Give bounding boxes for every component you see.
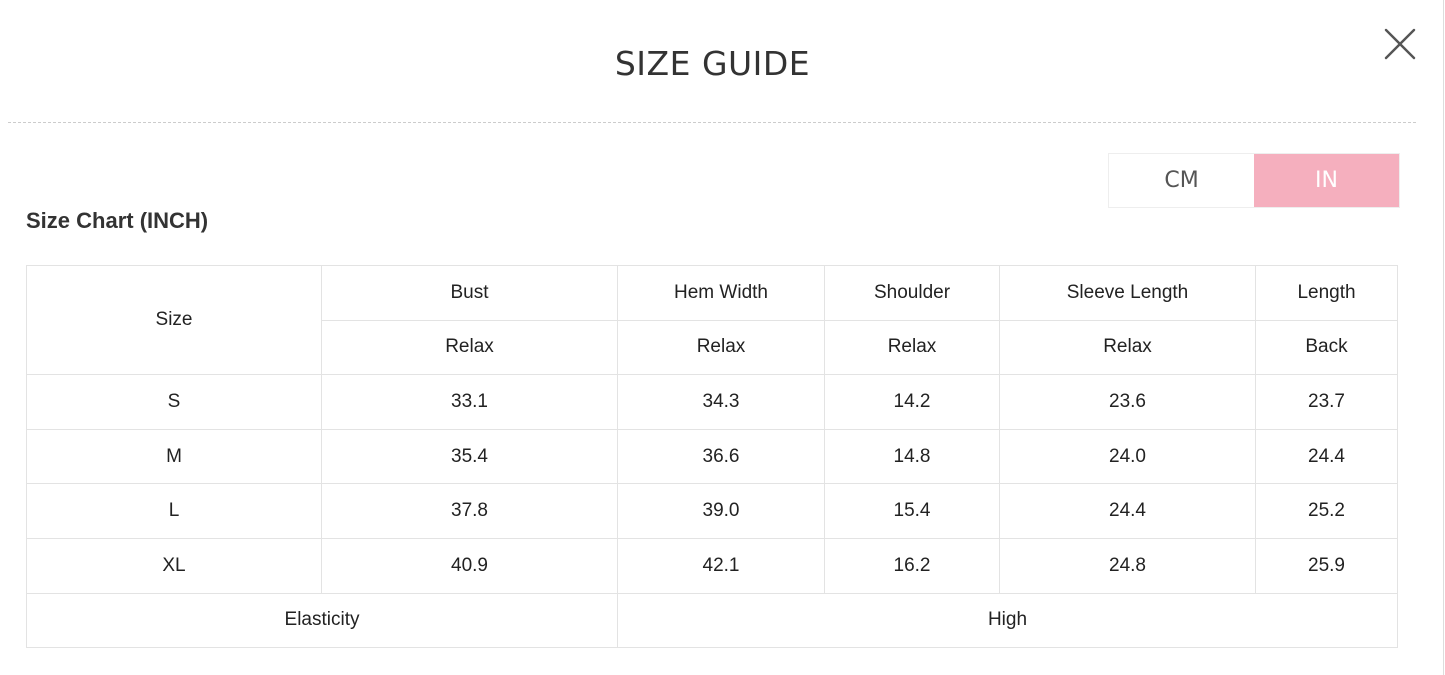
value-cell: 35.4	[321, 428, 618, 485]
column-header: Bust	[321, 265, 618, 321]
size-header: Size	[26, 264, 322, 376]
size-cell: L	[26, 483, 322, 539]
page-title: SIZE GUIDE	[614, 44, 811, 83]
value-cell: 24.8	[999, 537, 1256, 594]
elasticity-row: Elasticity High	[26, 592, 1398, 649]
panel-edge	[1443, 0, 1444, 675]
size-cell: M	[26, 428, 322, 485]
table-row: XL 40.9 42.1 16.2 24.8 25.9	[26, 537, 1398, 594]
unit-in-button[interactable]: IN	[1254, 154, 1399, 207]
value-cell: 36.6	[617, 428, 825, 485]
value-cell: 24.4	[1255, 428, 1398, 485]
column-header: Hem Width	[617, 265, 825, 321]
value-cell: 24.4	[999, 483, 1256, 539]
column-subheader: Relax	[824, 319, 1000, 376]
close-icon[interactable]	[1384, 28, 1416, 60]
header-row: Size Bust Hem Width Shoulder Sleeve Length Le…	[26, 264, 1398, 376]
value-cell: 24.0	[999, 428, 1256, 485]
column-header: Length	[1255, 265, 1398, 321]
value-cell: 25.2	[1255, 483, 1398, 539]
column-subheader: Back	[1255, 319, 1398, 376]
divider	[8, 122, 1416, 123]
value-cell: 23.7	[1255, 374, 1398, 430]
value-cell: 42.1	[617, 537, 825, 594]
value-cell: 23.6	[999, 374, 1256, 430]
chart-subtitle: Size Chart (INCH)	[26, 208, 209, 233]
value-cell: 25.9	[1255, 537, 1398, 594]
subheader-row: Relax Relax Relax Relax Back	[27, 319, 1398, 376]
value-cell: 14.2	[824, 374, 1000, 430]
column-subheader: Relax	[617, 319, 825, 376]
elasticity-label: Elasticity	[26, 592, 618, 649]
value-cell: 14.8	[824, 428, 1000, 485]
size-table: Size Bust Hem Width Shoulder Sleeve Length Le…	[26, 264, 1398, 649]
column-subheader: Relax	[321, 319, 618, 376]
value-cell: 15.4	[824, 483, 1000, 539]
unit-toggle: CM IN	[1108, 153, 1400, 208]
value-cell: 39.0	[617, 483, 825, 539]
size-cell: XL	[26, 537, 322, 594]
unit-cm-button[interactable]: CM	[1109, 154, 1254, 207]
elasticity-value: High	[617, 592, 1398, 649]
table-row: S 33.1 34.3 14.2 23.6 23.7	[26, 374, 1398, 430]
value-cell: 40.9	[321, 537, 618, 594]
value-cell: 37.8	[321, 483, 618, 539]
value-cell: 34.3	[617, 374, 825, 430]
value-cell: 16.2	[824, 537, 1000, 594]
column-header: Sleeve Length	[999, 265, 1256, 321]
size-cell: S	[26, 374, 322, 430]
table-row: L 37.8 39.0 15.4 24.4 25.2	[26, 483, 1398, 539]
column-subheader: Relax	[999, 319, 1256, 376]
value-cell: 33.1	[321, 374, 618, 430]
table-row: M 35.4 36.6 14.8 24.0 24.4	[26, 428, 1398, 485]
column-header: Shoulder	[824, 265, 1000, 321]
